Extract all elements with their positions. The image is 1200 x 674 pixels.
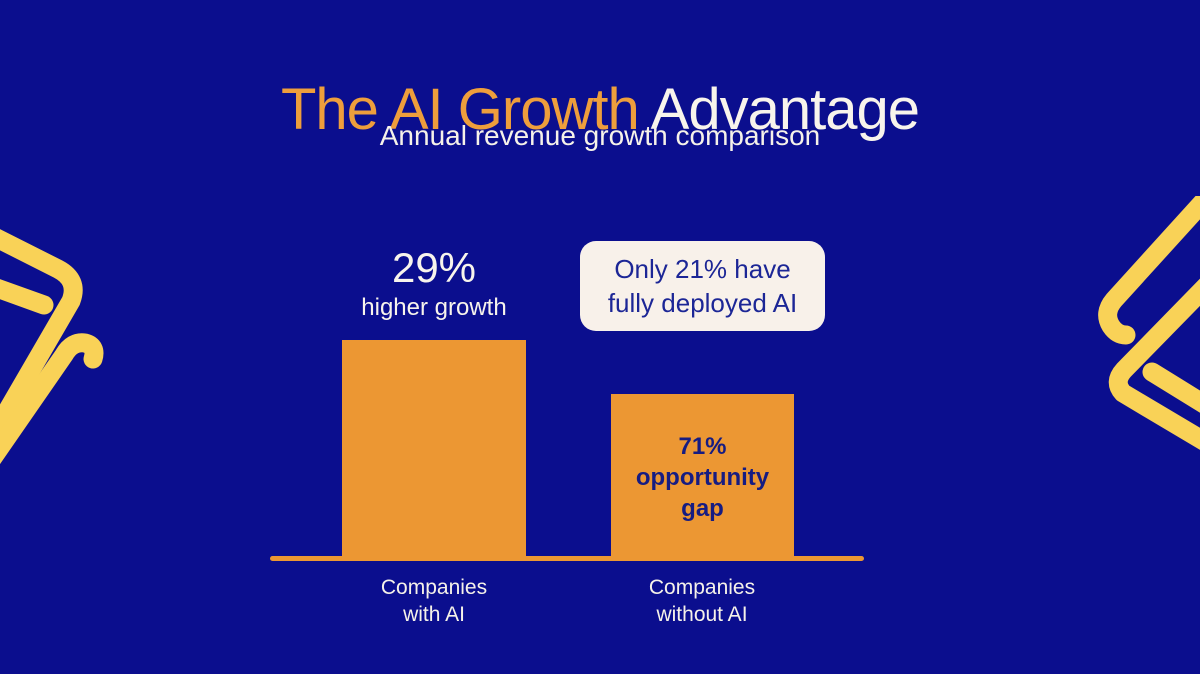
label-with-ai-line1: Companies xyxy=(380,576,488,599)
left-decoration-chevron-icon xyxy=(0,229,104,465)
page-subtitle: Annual revenue growth comparison xyxy=(379,120,821,151)
label-without-ai-line1: Companies xyxy=(648,576,756,599)
growth-annotation: 29% higher growth xyxy=(334,243,534,323)
label-with-ai-line2: with AI xyxy=(403,603,465,626)
growth-annotation-value: 29% xyxy=(391,244,477,291)
page-title-rest: Advantage xyxy=(650,76,920,142)
opportunity-gap-value: 71% xyxy=(678,432,727,460)
page-title: The AI Growth Advantage xyxy=(0,77,1200,143)
opportunity-gap-word1: opportunity xyxy=(635,463,770,491)
label-companies-with-ai: Companies with AI xyxy=(334,574,534,628)
growth-annotation-label: higher growth xyxy=(361,294,507,321)
bar-companies-with-ai xyxy=(342,340,526,560)
opportunity-gap-word2: gap xyxy=(681,494,724,522)
chart-baseline xyxy=(270,556,864,561)
page-title-accent: The AI Growth xyxy=(281,76,640,142)
right-decoration-chevron-icon xyxy=(1098,196,1200,450)
deployment-callout: Only 21% have fully deployed AI xyxy=(580,241,825,331)
label-companies-without-ai: Companies without AI xyxy=(602,574,802,628)
deployment-callout-line1: Only 21% have xyxy=(614,254,791,284)
deployment-callout-line2: fully deployed AI xyxy=(607,288,798,318)
label-without-ai-line2: without AI xyxy=(656,603,748,626)
bar-companies-without-ai: 71% opportunity gap xyxy=(611,394,794,560)
